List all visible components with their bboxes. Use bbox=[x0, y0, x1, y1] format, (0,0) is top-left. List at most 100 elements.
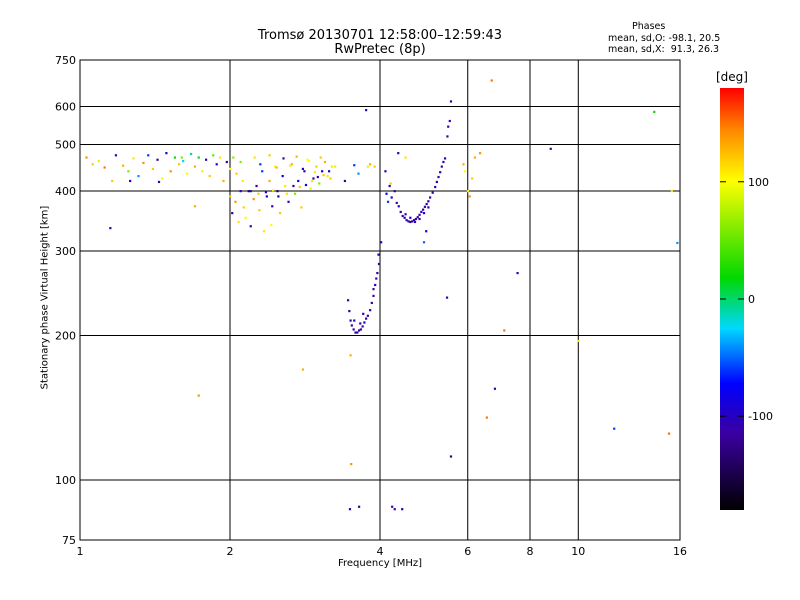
data-point bbox=[235, 172, 238, 175]
data-point bbox=[423, 205, 426, 208]
data-point bbox=[395, 201, 398, 205]
data-point bbox=[215, 163, 218, 166]
data-point bbox=[577, 339, 580, 343]
data-point bbox=[279, 212, 282, 215]
data-point bbox=[356, 331, 359, 334]
y-axis-label: Stationary phase Virtual Height [km] bbox=[39, 205, 51, 390]
y-tick-label: 200 bbox=[55, 330, 76, 343]
data-point bbox=[318, 182, 321, 185]
data-points bbox=[85, 79, 679, 511]
data-point bbox=[416, 216, 419, 219]
data-point bbox=[298, 185, 301, 189]
data-point bbox=[193, 165, 197, 168]
y-tick-labels: 75 100 200 300 400 500 600 750 bbox=[55, 54, 76, 547]
data-point bbox=[372, 294, 375, 297]
data-point bbox=[388, 184, 391, 188]
data-point bbox=[234, 200, 237, 203]
data-point bbox=[361, 325, 364, 328]
data-point bbox=[350, 462, 353, 466]
data-point bbox=[466, 190, 469, 193]
data-point bbox=[349, 354, 352, 357]
data-point bbox=[334, 165, 337, 168]
y-tick-label: 600 bbox=[55, 101, 76, 114]
data-point bbox=[244, 216, 247, 219]
data-point bbox=[281, 174, 284, 178]
stats-o-mode: mean, sd,O: -98.1, 20.5 bbox=[608, 33, 721, 44]
data-point bbox=[422, 241, 426, 244]
data-point bbox=[435, 180, 438, 184]
data-point bbox=[493, 387, 497, 390]
colorbar-ticks: 100 0 -100 bbox=[720, 176, 773, 423]
data-point bbox=[350, 324, 353, 327]
data-point bbox=[437, 175, 440, 179]
data-point bbox=[365, 109, 368, 112]
grid-lines bbox=[80, 60, 680, 540]
chart-title-line2: RwPretec (8p) bbox=[334, 42, 426, 57]
data-point bbox=[151, 167, 155, 171]
data-point bbox=[389, 182, 392, 185]
x-tick-label: 1 bbox=[77, 545, 84, 558]
data-point bbox=[293, 192, 297, 195]
data-point bbox=[103, 166, 106, 169]
x-tick-label: 4 bbox=[377, 545, 384, 558]
data-point bbox=[208, 174, 211, 178]
data-point bbox=[468, 195, 471, 198]
data-point bbox=[427, 200, 430, 203]
data-point bbox=[613, 427, 616, 430]
data-point bbox=[204, 158, 208, 161]
data-point bbox=[403, 216, 406, 219]
data-point bbox=[377, 253, 380, 256]
data-point bbox=[222, 179, 225, 183]
data-point bbox=[247, 190, 250, 193]
data-point bbox=[413, 220, 417, 224]
data-point bbox=[132, 157, 135, 160]
data-point bbox=[189, 152, 193, 156]
data-point bbox=[377, 262, 381, 266]
stats-title: Phases bbox=[632, 21, 666, 32]
data-point bbox=[359, 322, 362, 325]
data-point bbox=[399, 210, 402, 214]
data-point bbox=[420, 210, 423, 214]
data-point bbox=[292, 184, 295, 188]
data-point bbox=[369, 309, 372, 312]
data-point bbox=[310, 179, 314, 183]
x-tick-label: 16 bbox=[673, 545, 687, 558]
data-point bbox=[241, 179, 244, 183]
data-point bbox=[114, 154, 118, 157]
data-point bbox=[676, 241, 679, 245]
data-point bbox=[443, 157, 447, 160]
data-point bbox=[177, 163, 181, 166]
data-point bbox=[306, 158, 309, 161]
data-point bbox=[353, 164, 356, 167]
data-point bbox=[434, 185, 437, 189]
data-point bbox=[411, 220, 414, 223]
data-point bbox=[409, 220, 412, 224]
data-point bbox=[425, 202, 428, 206]
y-tick-label: 400 bbox=[55, 185, 76, 198]
data-point bbox=[229, 195, 232, 198]
data-point bbox=[276, 190, 279, 193]
data-point bbox=[268, 179, 271, 183]
data-point bbox=[330, 165, 333, 168]
data-point bbox=[287, 200, 290, 203]
data-point bbox=[427, 206, 430, 209]
data-point bbox=[326, 174, 329, 178]
data-point bbox=[300, 206, 303, 209]
data-point bbox=[393, 190, 396, 193]
chart-title-line1: Tromsø 20130701 12:58:00–12:59:43 bbox=[257, 28, 503, 43]
data-point bbox=[85, 156, 88, 159]
data-point bbox=[449, 455, 453, 458]
data-point bbox=[309, 187, 312, 190]
data-point bbox=[264, 191, 268, 194]
data-point bbox=[418, 213, 421, 216]
data-point bbox=[275, 166, 278, 169]
data-point bbox=[380, 241, 383, 244]
data-point bbox=[137, 174, 140, 178]
data-point bbox=[239, 190, 242, 193]
data-point bbox=[385, 192, 388, 195]
data-point bbox=[431, 191, 434, 194]
data-point bbox=[304, 183, 308, 187]
data-point bbox=[111, 179, 114, 183]
data-point bbox=[182, 160, 185, 163]
